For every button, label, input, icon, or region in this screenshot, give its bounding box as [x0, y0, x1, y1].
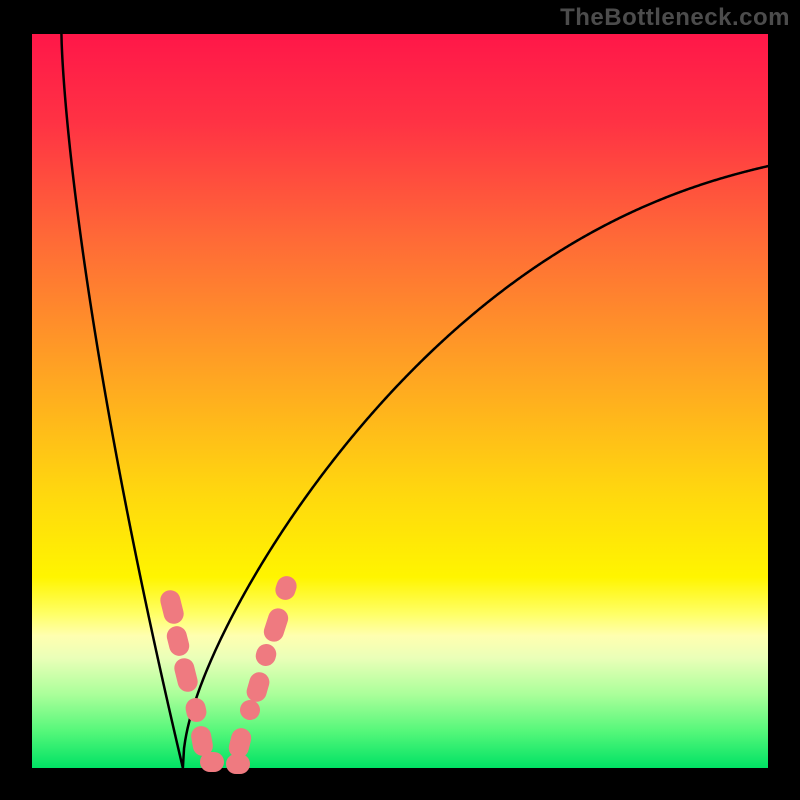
gradient-background [32, 34, 768, 768]
chart-root: TheBottleneck.com [0, 0, 800, 800]
watermark-text: TheBottleneck.com [560, 4, 790, 32]
